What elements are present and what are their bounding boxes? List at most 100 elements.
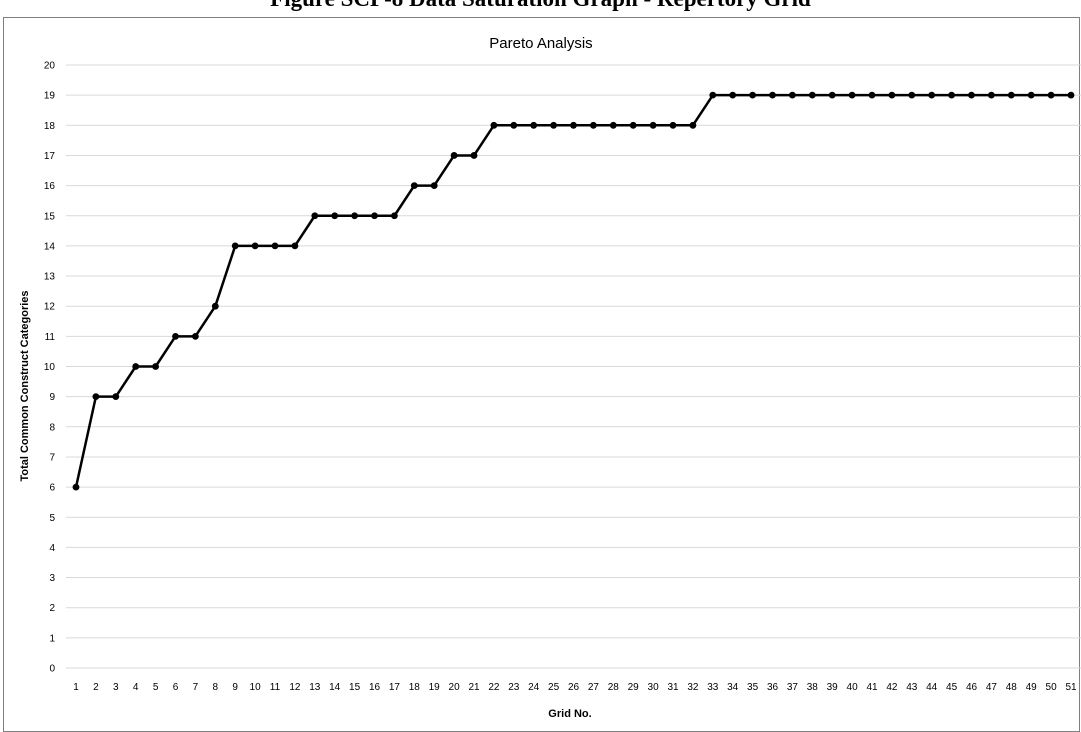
y-tick-label: 8 [49, 422, 55, 433]
data-point [749, 91, 756, 99]
y-tick-label: 2 [49, 603, 55, 614]
data-point [808, 91, 816, 99]
y-tick-label: 10 [44, 362, 56, 373]
x-tick-label: 39 [827, 682, 839, 693]
data-point [550, 121, 557, 129]
data-point [490, 121, 498, 129]
x-tick-label: 33 [707, 682, 719, 693]
data-point [928, 91, 936, 99]
data-point [649, 121, 657, 129]
x-tick-label: 13 [309, 682, 321, 693]
data-point [371, 212, 378, 220]
data-point [868, 91, 876, 99]
x-tick-label: 21 [468, 682, 480, 693]
x-tick-label: 14 [329, 682, 341, 693]
x-tick-label: 49 [1026, 682, 1038, 693]
data-point [590, 121, 597, 129]
x-tick-label: 37 [787, 682, 799, 693]
x-tick-label: 35 [747, 682, 759, 693]
x-tick-label: 27 [588, 682, 600, 693]
x-tick-label: 7 [193, 682, 199, 693]
x-tick-label: 16 [369, 682, 381, 693]
x-tick-label: 17 [389, 682, 401, 693]
gridlines [66, 64, 1081, 669]
data-point [92, 393, 100, 401]
x-tick-label: 47 [986, 682, 998, 693]
x-tick-label: 8 [213, 682, 219, 693]
y-tick-label: 5 [49, 513, 55, 524]
figure-caption: Figure SCP-8 Data Saturation Graph - Rep… [0, 0, 1081, 12]
x-tick-label: 40 [847, 682, 859, 693]
y-tick-label: 14 [44, 241, 56, 252]
x-tick-label: 31 [667, 682, 679, 693]
y-tick-label: 6 [49, 483, 55, 494]
x-tick-label: 25 [548, 682, 560, 693]
x-tick-label: 3 [113, 682, 119, 693]
x-tick-label: 6 [173, 682, 179, 693]
x-tick-label: 20 [449, 682, 461, 693]
data-point [430, 182, 438, 190]
data-point [112, 393, 120, 401]
x-axis-title: Grid No. [548, 708, 591, 720]
y-tick-label: 13 [44, 272, 56, 283]
y-tick-label: 16 [44, 181, 56, 192]
data-point [251, 242, 259, 250]
data-point [351, 212, 358, 220]
data-point [211, 302, 219, 310]
data-point [192, 332, 199, 340]
x-tick-label: 42 [886, 682, 898, 693]
y-tick-label: 19 [44, 91, 56, 102]
x-tick-label: 44 [926, 682, 938, 693]
x-tick-label: 11 [270, 682, 281, 693]
data-point [510, 121, 518, 129]
data-point [172, 332, 179, 340]
data-point [231, 242, 239, 250]
data-points [72, 91, 1075, 491]
data-point [132, 363, 140, 370]
x-tick-label: 38 [807, 682, 819, 693]
x-tick-label: 4 [133, 682, 139, 693]
y-tick-label: 3 [49, 573, 55, 584]
x-tick-label: 24 [528, 682, 540, 693]
x-tick-label: 1 [73, 682, 79, 693]
data-point [311, 212, 319, 220]
x-tick-label: 51 [1065, 682, 1077, 693]
x-tick-label: 46 [966, 682, 978, 693]
y-tick-label: 17 [44, 151, 56, 162]
data-point [391, 212, 398, 220]
y-tick-label: 9 [49, 392, 55, 403]
data-point [530, 121, 538, 129]
data-point [669, 121, 677, 129]
data-point [908, 91, 916, 99]
y-axis-title: Total Common Construct Categories [19, 290, 31, 481]
series-polyline [74, 93, 1071, 488]
data-point [470, 152, 478, 159]
data-point [1047, 91, 1055, 99]
x-tick-label: 12 [289, 682, 301, 693]
y-tick-label: 18 [44, 121, 56, 132]
x-tick-label: 41 [866, 682, 878, 693]
x-axis-ticks: 1 2 3 4 5 6 7 8 9 10 11 12 13 14 15 16 17 18 19 20 21 22 23 24 2… [73, 682, 1077, 693]
y-tick-label: 12 [44, 302, 56, 313]
x-tick-label: 30 [648, 682, 660, 693]
x-tick-label: 45 [946, 682, 958, 693]
x-tick-label: 22 [488, 682, 500, 693]
data-point [729, 91, 737, 99]
x-tick-label: 50 [1046, 682, 1058, 693]
data-point [331, 212, 339, 220]
x-tick-label: 43 [906, 682, 918, 693]
chart-area [3, 17, 1080, 732]
data-point [848, 91, 856, 99]
data-point [609, 121, 617, 129]
y-tick-label: 20 [44, 61, 56, 72]
y-tick-label: 7 [49, 452, 55, 463]
x-tick-label: 23 [508, 682, 520, 693]
x-tick-label: 15 [349, 682, 361, 693]
data-point [888, 91, 896, 99]
data-point [1007, 91, 1015, 99]
y-tick-label: 0 [49, 664, 55, 675]
data-point [709, 91, 717, 99]
x-tick-label: 36 [767, 682, 779, 693]
